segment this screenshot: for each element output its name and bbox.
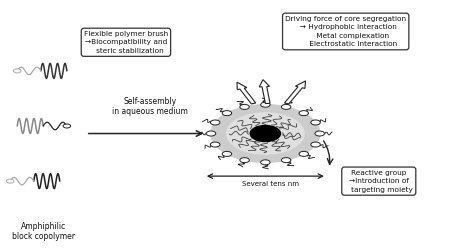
Text: Driving force of core segregation
  → Hydrophobic interaction
      Metal comple: Driving force of core segregation → Hydr…: [285, 16, 406, 47]
Polygon shape: [284, 81, 306, 104]
Circle shape: [210, 142, 220, 147]
Circle shape: [299, 111, 309, 116]
Polygon shape: [237, 82, 255, 104]
Circle shape: [311, 142, 320, 147]
Circle shape: [240, 104, 249, 109]
Polygon shape: [259, 80, 270, 104]
Circle shape: [240, 158, 249, 163]
Text: Reactive group
→Introduction of
   targeting moiety: Reactive group →Introduction of targetin…: [344, 170, 413, 193]
Circle shape: [299, 151, 309, 156]
Circle shape: [315, 131, 324, 136]
Circle shape: [311, 120, 320, 125]
Circle shape: [210, 120, 220, 125]
Text: Several tens nm: Several tens nm: [242, 181, 299, 187]
Text: Flexible polymer brush
→Biocompatibility and
   steric stabilization: Flexible polymer brush →Biocompatibility…: [84, 31, 168, 54]
Circle shape: [6, 179, 14, 183]
Circle shape: [211, 105, 319, 162]
Circle shape: [282, 104, 291, 109]
Circle shape: [282, 158, 291, 163]
Circle shape: [250, 125, 281, 142]
Circle shape: [222, 111, 232, 116]
Text: Amphiphilic
block copolymer: Amphiphilic block copolymer: [12, 222, 75, 241]
Circle shape: [63, 124, 71, 128]
Circle shape: [227, 113, 304, 154]
Circle shape: [206, 131, 216, 136]
Circle shape: [261, 160, 270, 165]
Circle shape: [222, 151, 232, 156]
Circle shape: [13, 69, 21, 73]
Circle shape: [261, 102, 270, 107]
Text: Self-assembly
in aqueous medium: Self-assembly in aqueous medium: [112, 97, 188, 116]
